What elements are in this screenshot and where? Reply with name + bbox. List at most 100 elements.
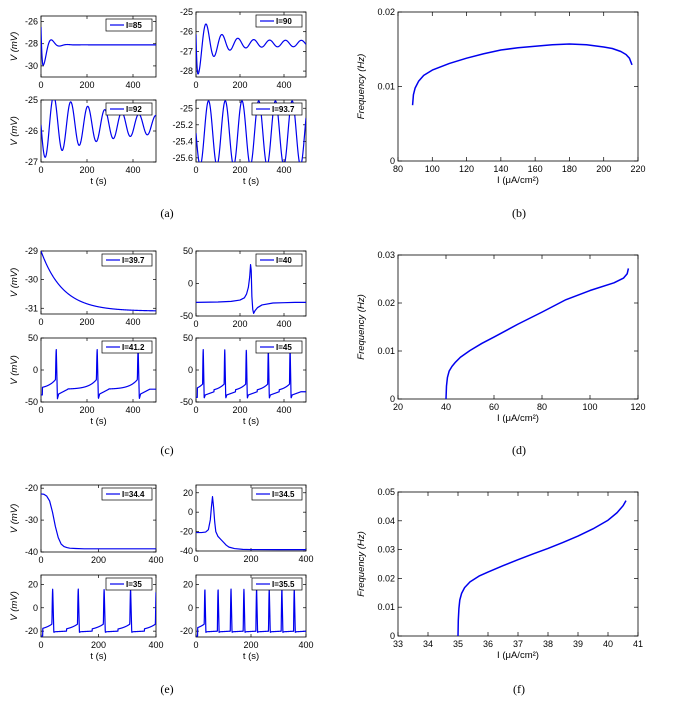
y-axis-label: V (mV): [9, 32, 20, 62]
y-tick-label: 50: [28, 333, 38, 343]
x-tick-label: 200: [596, 164, 611, 174]
x-tick-label: 200: [91, 555, 106, 565]
y-tick-label: -20: [180, 626, 193, 636]
x-tick-label: 200: [79, 317, 94, 327]
x-tick-label: 38: [543, 639, 553, 649]
y-tick-label: -25: [25, 95, 38, 105]
x-tick-label: 100: [582, 402, 597, 412]
y-tick-label: 0.04: [377, 516, 395, 526]
legend-box: [105, 18, 153, 32]
x-tick-label: 0: [193, 640, 198, 650]
series-line-b: [411, 43, 633, 106]
y-tick-label: -31: [25, 303, 38, 313]
x-axis-label: t (s): [243, 176, 259, 187]
y-tick-label: 0.01: [377, 602, 395, 612]
x-tick-label: 400: [125, 80, 140, 90]
x-axis-label: t (s): [243, 651, 259, 662]
legend-box: [251, 102, 303, 116]
x-tick-label: 80: [537, 402, 547, 412]
y-tick-label: -25: [180, 103, 193, 113]
y-tick-label: -27: [180, 46, 193, 56]
y-tick-label: 0: [188, 603, 193, 613]
legend-box: [105, 102, 153, 116]
y-tick-label: -50: [180, 311, 193, 321]
y-tick-label: 0: [188, 279, 193, 289]
x-tick-label: 0: [193, 405, 198, 415]
y-tick-label: 50: [183, 246, 193, 256]
y-tick-label: 0: [390, 631, 395, 641]
legend-label: I=93.7: [272, 105, 295, 114]
y-tick-label: -29: [25, 246, 38, 256]
x-tick-label: 120: [459, 164, 474, 174]
legend-label: I=34.4: [122, 490, 145, 499]
y-tick-label: -20: [25, 626, 38, 636]
y-tick-label: 20: [183, 579, 193, 589]
x-tick-label: 200: [232, 80, 247, 90]
y-axis-label: Frequency (Hz): [356, 294, 367, 359]
x-tick-label: 220: [630, 164, 645, 174]
x-axis-label: t (s): [243, 416, 259, 427]
y-tick-label: -20: [180, 527, 193, 537]
x-tick-label: 40: [603, 639, 613, 649]
y-tick-label: -26: [25, 17, 38, 27]
y-tick-label: -50: [25, 397, 38, 407]
axes-box: [397, 254, 639, 400]
y-tick-label: 0.03: [377, 545, 395, 555]
series-line-c3: [41, 348, 156, 400]
panel-label-b: (b): [512, 206, 526, 220]
legend-box: [101, 340, 153, 354]
x-tick-label: 200: [243, 640, 258, 650]
y-tick-label: -26: [180, 27, 193, 37]
x-tick-label: 36: [483, 639, 493, 649]
x-tick-label: 39: [573, 639, 583, 649]
y-tick-label: -27: [25, 157, 38, 167]
series-line-c4: [196, 349, 306, 399]
panels: 0 200 400-30-28-26V (mV)I=850 200 400-28-27-…: [9, 7, 646, 662]
y-tick-label: 0.03: [377, 250, 395, 260]
panel-label-a: (a): [160, 206, 173, 220]
y-axis-label: V (mV): [9, 116, 20, 146]
series-line-f: [457, 500, 627, 636]
legend-box: [101, 487, 153, 501]
legend-box: [101, 253, 153, 267]
legend-label: I=41.2: [122, 343, 145, 352]
y-tick-label: 0: [188, 365, 193, 375]
x-tick-label: 0: [38, 640, 43, 650]
chart-c1: 0 200 400 -31 -30 -29 V (mV) I=39.7: [9, 246, 157, 327]
y-tick-label: 20: [28, 579, 38, 589]
y-axis-label: Frequency (Hz): [356, 531, 367, 596]
y-tick-label: -26: [25, 126, 38, 136]
series-line-e2: [196, 496, 306, 551]
x-tick-label: 0: [38, 317, 43, 327]
x-tick-label: 400: [125, 317, 140, 327]
y-axis-label: Frequency (Hz): [356, 54, 367, 119]
x-tick-label: 0: [38, 80, 43, 90]
y-tick-label: -25.2: [172, 120, 193, 130]
y-tick-label: -25: [180, 7, 193, 17]
legend-label: I=45: [276, 343, 292, 352]
x-tick-label: 400: [298, 554, 313, 564]
y-tick-label: -30: [25, 275, 38, 285]
x-tick-label: 37: [513, 639, 523, 649]
x-axis-label: t (s): [90, 176, 106, 187]
x-tick-label: 200: [79, 80, 94, 90]
x-tick-label: 0: [193, 554, 198, 564]
x-tick-label: 0: [38, 405, 43, 415]
x-tick-label: 200: [91, 640, 106, 650]
panel-label-d: (d): [512, 443, 526, 457]
y-tick-label: -40: [180, 546, 193, 556]
y-tick-label: 0: [390, 394, 395, 404]
x-tick-label: 0: [38, 555, 43, 565]
legend-box: [251, 487, 303, 501]
y-axis-label: V (mV): [9, 355, 20, 385]
x-tick-label: 400: [125, 405, 140, 415]
y-axis-label: V (mV): [9, 268, 20, 298]
series-line-e4: [196, 588, 306, 637]
chart-b: 80 100 120 140 160 180 200 220 0 0.01 0.02 Frequenc…: [356, 7, 646, 186]
series-line-a2: [196, 23, 306, 75]
axes-box: [397, 11, 639, 162]
y-tick-label: 50: [183, 333, 193, 343]
